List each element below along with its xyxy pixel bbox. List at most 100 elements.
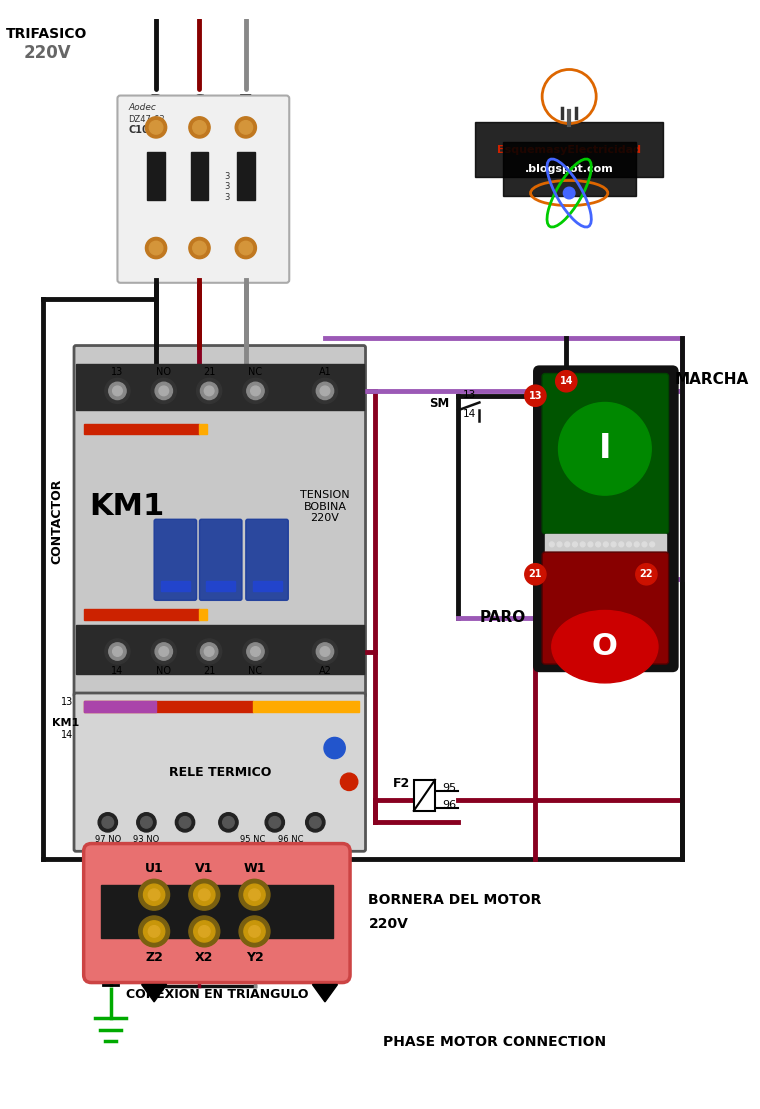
Circle shape (265, 813, 284, 832)
Text: NC: NC (249, 665, 262, 675)
Polygon shape (141, 985, 166, 1001)
Text: CONTACTOR: CONTACTOR (50, 478, 63, 563)
Text: PARO: PARO (480, 610, 526, 625)
Circle shape (243, 639, 268, 664)
Text: U1: U1 (144, 862, 163, 875)
Circle shape (138, 879, 169, 910)
Circle shape (198, 926, 210, 937)
Text: 13: 13 (111, 367, 124, 377)
Circle shape (642, 542, 647, 547)
Circle shape (269, 816, 280, 828)
Bar (199, 609, 207, 620)
Text: 14: 14 (111, 665, 124, 675)
Circle shape (243, 378, 268, 404)
Circle shape (141, 816, 152, 828)
FancyBboxPatch shape (154, 519, 197, 600)
Circle shape (201, 383, 218, 399)
Circle shape (244, 884, 265, 905)
Text: 220V: 220V (23, 44, 71, 62)
FancyBboxPatch shape (74, 346, 366, 696)
Text: 22: 22 (623, 651, 636, 661)
Bar (84, 609, 199, 620)
Circle shape (324, 737, 345, 759)
Circle shape (137, 813, 156, 832)
Text: NO: NO (157, 367, 171, 377)
Text: SM: SM (429, 397, 449, 410)
Circle shape (105, 378, 130, 404)
Text: 21: 21 (203, 367, 215, 377)
Bar (84, 424, 199, 435)
Text: 96 NC: 96 NC (278, 835, 304, 844)
Circle shape (201, 643, 218, 660)
Circle shape (194, 884, 215, 905)
Circle shape (151, 378, 176, 404)
Circle shape (189, 879, 220, 910)
Text: 21: 21 (203, 665, 215, 675)
Circle shape (635, 542, 639, 547)
Circle shape (109, 643, 126, 660)
Circle shape (149, 121, 163, 134)
Bar (252, 701, 359, 712)
Circle shape (588, 542, 593, 547)
Text: 13: 13 (529, 390, 542, 400)
Text: Aodec: Aodec (128, 103, 156, 112)
Text: X2: X2 (195, 952, 214, 964)
Circle shape (112, 386, 122, 396)
Circle shape (306, 813, 325, 832)
Circle shape (565, 542, 570, 547)
Circle shape (557, 542, 562, 547)
Text: 220V: 220V (369, 917, 408, 930)
Bar (101, 885, 333, 938)
Text: PHASE MOTOR CONNECTION: PHASE MOTOR CONNECTION (383, 1036, 606, 1049)
Circle shape (524, 385, 546, 406)
Circle shape (148, 926, 160, 937)
Circle shape (251, 647, 260, 657)
Text: W1: W1 (243, 862, 266, 875)
Text: CONEXION EN TRIANGULO: CONEXION EN TRIANGULO (125, 988, 308, 1000)
Text: Z2: Z2 (145, 952, 163, 964)
Circle shape (193, 121, 206, 134)
Bar (161, 581, 190, 591)
Text: NC: NC (249, 367, 262, 377)
Circle shape (316, 383, 334, 399)
Circle shape (316, 643, 334, 660)
Text: 3
3
3: 3 3 3 (224, 172, 230, 202)
Circle shape (239, 916, 270, 947)
FancyBboxPatch shape (84, 844, 350, 983)
Circle shape (312, 378, 337, 404)
Text: V1: V1 (195, 862, 214, 875)
Text: A1: A1 (318, 367, 331, 377)
Text: F2: F2 (392, 776, 410, 790)
Text: I: I (599, 433, 611, 466)
Text: 97 NO: 97 NO (95, 835, 121, 844)
Bar (84, 701, 156, 712)
Circle shape (176, 813, 195, 832)
Circle shape (247, 383, 264, 399)
Circle shape (581, 542, 585, 547)
Circle shape (138, 916, 169, 947)
Text: 96: 96 (443, 800, 457, 810)
Text: TENSION
BOBINA
220V: TENSION BOBINA 220V (300, 490, 350, 523)
Text: 13: 13 (61, 696, 74, 706)
Text: MARCHA: MARCHA (674, 372, 749, 387)
Circle shape (235, 116, 256, 138)
Bar (76, 364, 363, 410)
Circle shape (556, 370, 577, 391)
Circle shape (189, 237, 210, 258)
Circle shape (312, 639, 337, 664)
Text: .blogspot.com: .blogspot.com (525, 164, 613, 174)
Circle shape (155, 383, 173, 399)
Circle shape (144, 884, 165, 905)
Circle shape (198, 889, 210, 901)
Text: SP: SP (594, 641, 611, 654)
Text: 14: 14 (463, 409, 477, 419)
Bar (413, 780, 435, 811)
Text: O: O (592, 632, 618, 661)
Text: 95 NC: 95 NC (240, 835, 265, 844)
Text: A2: A2 (318, 665, 331, 675)
Circle shape (155, 643, 173, 660)
Circle shape (239, 879, 270, 910)
Circle shape (109, 383, 126, 399)
Bar (545, 533, 666, 554)
Bar (206, 581, 235, 591)
